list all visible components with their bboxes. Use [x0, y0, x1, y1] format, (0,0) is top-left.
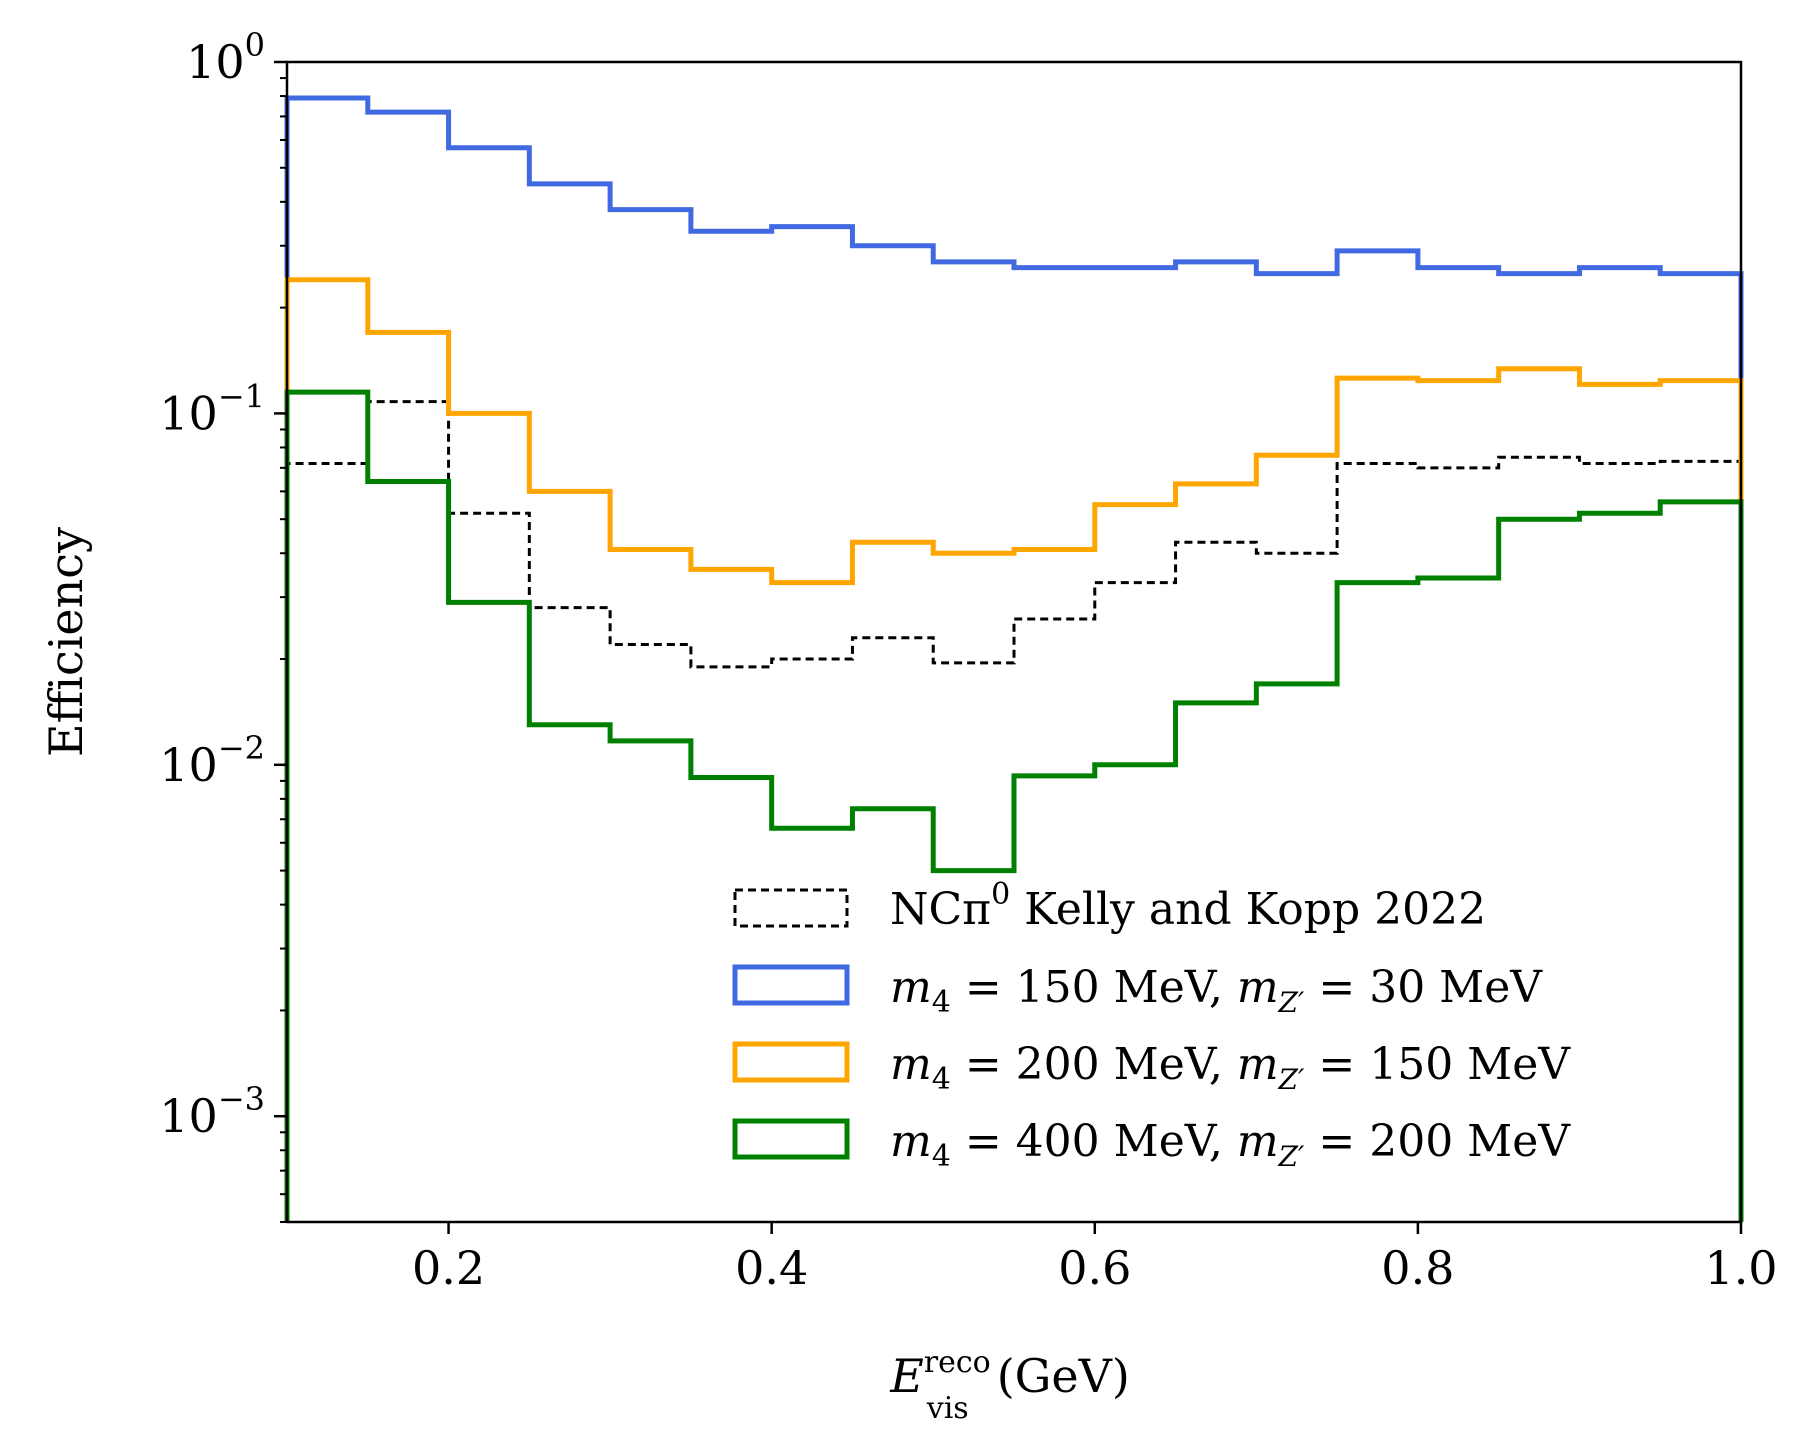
x-axis-title: Ereco vis (GeV) — [889, 1345, 1130, 1426]
legend-swatch-m4-400 — [732, 1118, 850, 1160]
series-line-2 — [284, 277, 1744, 1222]
x-axis-title-symbol: E — [889, 1349, 924, 1403]
series-layer — [284, 95, 1744, 1222]
series-line-1 — [284, 95, 1744, 1222]
legend-label-nc-pi0-prefix: NCπ — [890, 884, 991, 935]
legend-mz-value-1: 30 MeV — [1369, 962, 1543, 1013]
x-axis-title-sup: reco — [924, 1345, 991, 1380]
legend-label-nc-pi0: NCπ0 Kelly and Kopp 2022 — [890, 877, 1486, 935]
legend-m4-value-2: 200 MeV — [1016, 1039, 1218, 1090]
legend-mz-value-3: 200 MeV — [1369, 1116, 1571, 1167]
y-axis-title: Efficiency — [39, 527, 93, 757]
legend-label-nc-pi0-suffix: Kelly and Kopp 2022 — [1010, 884, 1486, 935]
legend-m4-value-3: 400 MeV — [1016, 1116, 1218, 1167]
legend-swatch-m4-150 — [732, 964, 850, 1006]
x-tick-label-0: 0.2 — [412, 1241, 485, 1295]
y-tick-label-2: 10−2 — [159, 729, 265, 792]
x-tick-label-3: 0.8 — [1381, 1241, 1454, 1295]
legend-swatch-nc-pi0 — [733, 888, 849, 928]
legend-label-m4-200: m4 = 200 MeV, mZ′ = 150 MeV — [890, 1039, 1571, 1097]
x-axis-title-unit: (GeV) — [997, 1349, 1130, 1403]
y-tick-label-3: 10−3 — [159, 1080, 265, 1143]
x-axis-title-sub: vis — [926, 1391, 969, 1426]
y-tick-label-1: 10−1 — [159, 377, 265, 440]
series-line-3 — [284, 389, 1744, 1222]
x-tick-label-2: 0.6 — [1058, 1241, 1131, 1295]
plot-frame — [285, 60, 1743, 1224]
legend-label-m4-150: m4 = 150 MeV, mZ′ = 30 MeV — [890, 962, 1543, 1020]
legend-label-nc-pi0-sup: 0 — [991, 877, 1010, 912]
legend-swatch-m4-200 — [732, 1041, 850, 1083]
x-tick-label-1: 0.4 — [735, 1241, 808, 1295]
legend-mz-value-2: 150 MeV — [1369, 1039, 1571, 1090]
x-tick-label-4: 1.0 — [1704, 1241, 1777, 1295]
axis-layer: 0.2 0.4 0.6 0.8 1.0 100 10−1 10−2 10−3 — [159, 26, 1777, 1295]
y-tick-label-0: 100 — [186, 26, 265, 89]
legend-label-m4-400: m4 = 400 MeV, mZ′ = 200 MeV — [890, 1116, 1571, 1174]
series-line-0 — [285, 400, 1743, 1222]
legend-m4-value-1: 150 MeV — [1016, 962, 1218, 1013]
legend: NCπ0 Kelly and Kopp 2022 m4 = 150 MeV, m… — [732, 877, 1571, 1174]
